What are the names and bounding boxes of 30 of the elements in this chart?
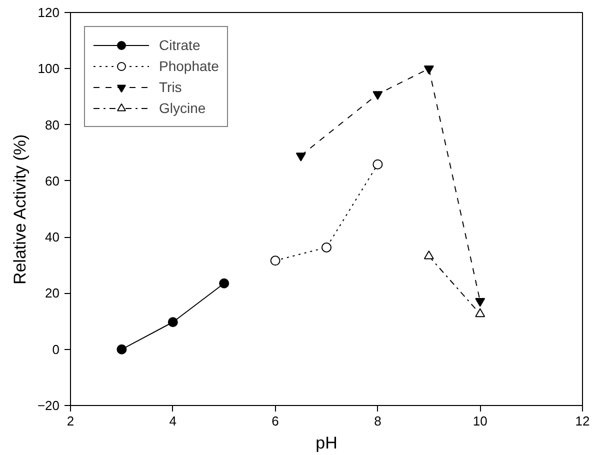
point <box>219 278 230 288</box>
y-tick-label: 40 <box>45 230 60 245</box>
point <box>168 317 178 328</box>
point <box>270 256 280 266</box>
point <box>475 298 486 307</box>
x-tick-label: 6 <box>272 414 279 428</box>
y-tick-label: −20 <box>37 398 60 413</box>
legend-label: Phophate <box>159 58 219 74</box>
x-tick-label: 10 <box>472 414 488 428</box>
x-tick-label: 4 <box>169 414 177 428</box>
point <box>424 66 434 74</box>
point <box>296 152 306 162</box>
y-tick-label: 60 <box>45 173 60 188</box>
x-tick-label: 8 <box>374 414 382 428</box>
point <box>322 242 332 252</box>
legend-label: Tris <box>159 79 182 95</box>
legend-label: Glycine <box>159 100 206 116</box>
legend-label: Citrate <box>159 37 200 53</box>
y-tick-label: 20 <box>45 286 60 301</box>
y-tick-label: 80 <box>45 117 60 132</box>
point <box>372 91 383 100</box>
y-axis-title: Relative Activity (%) <box>10 134 30 285</box>
y-tick-label: 100 <box>38 61 60 76</box>
y-tick-label: 120 <box>38 5 60 20</box>
point <box>372 159 383 170</box>
x-tick-label: 2 <box>66 414 74 428</box>
x-axis-title: pH <box>316 434 338 452</box>
y-tick-label: 0 <box>52 342 60 357</box>
x-tick-label: 12 <box>575 414 590 428</box>
point <box>116 344 127 354</box>
